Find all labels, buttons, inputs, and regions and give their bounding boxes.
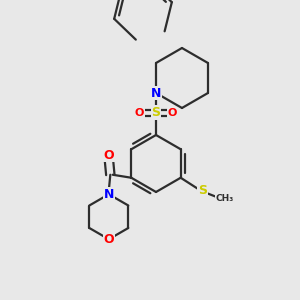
Text: CH₃: CH₃: [216, 194, 234, 203]
Text: S: S: [198, 184, 207, 197]
Text: N: N: [151, 86, 161, 100]
Text: O: O: [168, 107, 177, 118]
Text: O: O: [135, 107, 144, 118]
Text: N: N: [103, 188, 114, 201]
Text: S: S: [152, 106, 160, 119]
Text: O: O: [103, 149, 114, 162]
Text: O: O: [103, 233, 114, 246]
